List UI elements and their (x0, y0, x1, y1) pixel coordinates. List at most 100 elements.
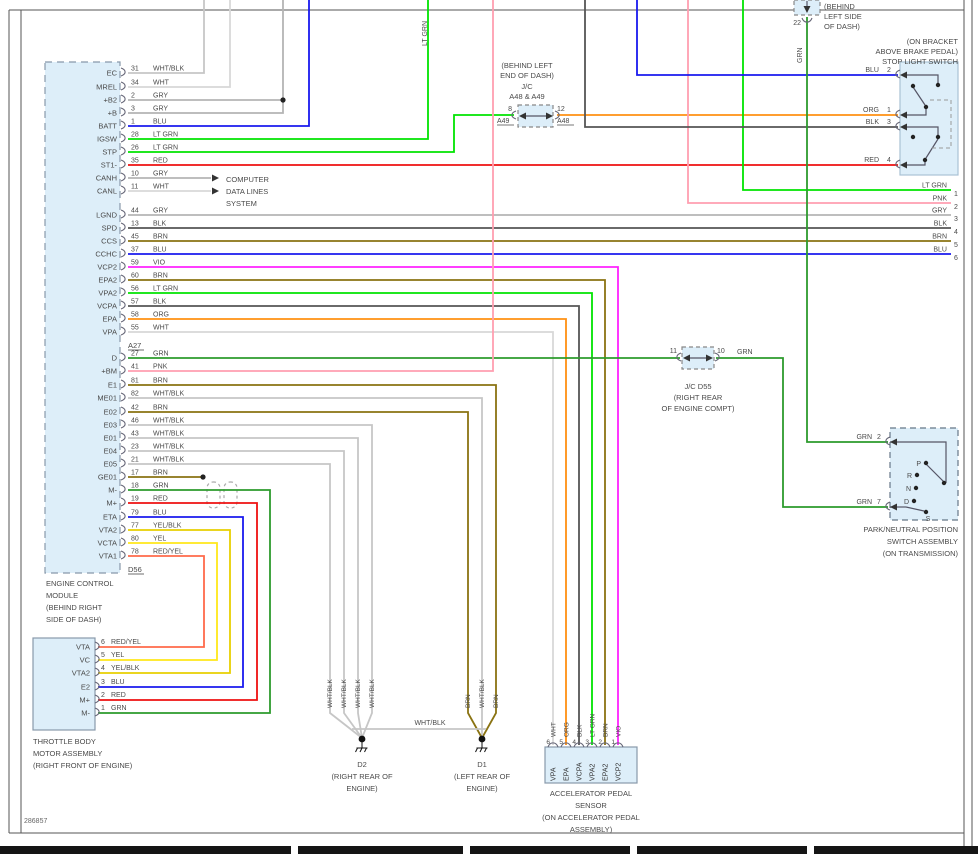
pn-switch-box (889, 427, 959, 521)
edge-wire-color: GRY (932, 208, 947, 215)
arrow-icon (683, 354, 690, 362)
pin-arc (120, 313, 126, 323)
arrow-icon (900, 161, 907, 169)
stoplight-label: (ON BRACKET (907, 37, 959, 46)
pin-arc (120, 419, 126, 429)
sensor-pin-name: VPA2 (590, 764, 597, 781)
label: 22 (793, 20, 801, 27)
throttle-pin-name: VC (80, 656, 91, 665)
bottom-bar (637, 846, 807, 854)
ecm-wire-color: BRN (153, 405, 168, 412)
wire-vta2 (98, 529, 231, 674)
sensor-wire-color: BRN (603, 723, 610, 737)
ecm-pin-name: VPA (103, 328, 117, 337)
label: LEFT SIDE (824, 12, 862, 21)
contact-dot (941, 480, 947, 486)
ecm-pin-name: M+ (106, 499, 117, 508)
wire-e03 (128, 424, 373, 739)
wire-e02 (128, 411, 483, 739)
ecm-pin-number: 31 (131, 66, 139, 73)
ecm-wire-color: VIO (153, 260, 166, 267)
ecm-pin-number: 46 (131, 418, 139, 425)
ecm-pin-number: 81 (131, 378, 139, 385)
ecm-pin-number: 35 (131, 158, 139, 165)
ecm-pin-number: 34 (131, 80, 139, 87)
ecm-pin-name: MREL (96, 83, 117, 92)
ecm-wire-color: RED/YEL (153, 549, 183, 556)
ecm-wire-color: BLK (153, 299, 167, 306)
switch-line (905, 506, 925, 512)
ecm-pin-number: 44 (131, 208, 139, 215)
pin-arc (120, 471, 126, 481)
contact-dot (923, 460, 929, 466)
throttle-wire-color: BLU (111, 679, 125, 686)
wire-bm (128, 0, 494, 372)
ecm-pin-number: 79 (131, 510, 139, 517)
sensor-pin-name: VCP2 (616, 763, 623, 781)
label: (RIGHT REAR (674, 393, 723, 402)
wire-stp (128, 114, 514, 153)
label: J/C D55 (684, 382, 711, 391)
ecm-pin-name: CANH (96, 174, 117, 183)
ecm-pin-name: ME01 (97, 394, 117, 403)
ecm-pin-number: 43 (131, 431, 139, 438)
pin-arc (895, 159, 901, 169)
wire-epa2 (128, 279, 606, 745)
stoplight-wire-color: ORG (863, 107, 879, 114)
ecm-pin-number: 17 (131, 470, 139, 477)
ecm-pin-name: CCS (101, 237, 117, 246)
label: ENGINE) (346, 784, 378, 793)
ecm-pin-name: VCPA (97, 302, 117, 311)
ecm-pin-name: E1 (108, 381, 117, 390)
pn-label: SWITCH ASSEMBLY (887, 537, 958, 546)
throttle-label: MOTOR ASSEMBLY (33, 749, 102, 758)
label: BRN (493, 694, 500, 708)
throttle-wire-color: RED (111, 692, 126, 699)
throttle-pin-number: 4 (101, 665, 105, 672)
wire-vcta (98, 542, 218, 661)
throttle-label: (RIGHT FRONT OF ENGINE) (33, 761, 133, 770)
arrow-icon (212, 174, 219, 182)
ecm-pin-number: 26 (131, 145, 139, 152)
pin-arc (120, 445, 126, 455)
contact-dot (910, 83, 916, 89)
label: ENGINE) (466, 784, 498, 793)
ecm-pin-name: E02 (104, 408, 117, 417)
sensor-pin-name: VPA (551, 767, 558, 781)
label: OF DASH) (824, 22, 860, 31)
ecm-wire-color: LT GRN (153, 286, 178, 293)
ecm-pin-name: STP (102, 148, 117, 157)
ecm-pin-number: 1 (131, 119, 135, 126)
ecm-pin-number: 28 (131, 132, 139, 139)
throttle-pin-number: 3 (101, 679, 105, 686)
throttle-pin-name: M+ (79, 696, 90, 705)
label: 10 (717, 348, 725, 355)
wire-m-minus (98, 489, 271, 714)
pin-arc (120, 81, 126, 91)
throttle-wire-color: RED/YEL (111, 639, 141, 646)
ecm-pin-number: 78 (131, 549, 139, 556)
pin-arc (120, 185, 126, 195)
wire-batt (128, 0, 310, 127)
shield-symbol-b (223, 481, 238, 509)
pn-contact-label: N (906, 486, 911, 493)
ecm-wire-color: WHT/BLK (153, 391, 184, 398)
wire-vcpa (128, 305, 580, 745)
label: SYSTEM (226, 199, 257, 208)
ecm-wire-color: BRN (153, 378, 168, 385)
edge-wire-color: BLK (934, 221, 948, 228)
ecm-label: MODULE (46, 591, 78, 600)
ecm-wire-color: BLU (153, 247, 167, 254)
ecm-wire-color: WHT (153, 325, 170, 332)
ecm-pin-name: CCHC (95, 250, 117, 259)
wire-eta (98, 516, 244, 688)
label: DATA LINES (226, 187, 268, 196)
ecm-connector-id: A27 (128, 341, 141, 350)
contact-dot (935, 82, 941, 88)
edge-wire-number: 6 (954, 255, 958, 262)
wire-e04 (128, 450, 363, 739)
pin-arc (120, 94, 126, 104)
ecm-pin-number: 37 (131, 247, 139, 254)
ecm-pin-name: CANL (97, 187, 117, 196)
